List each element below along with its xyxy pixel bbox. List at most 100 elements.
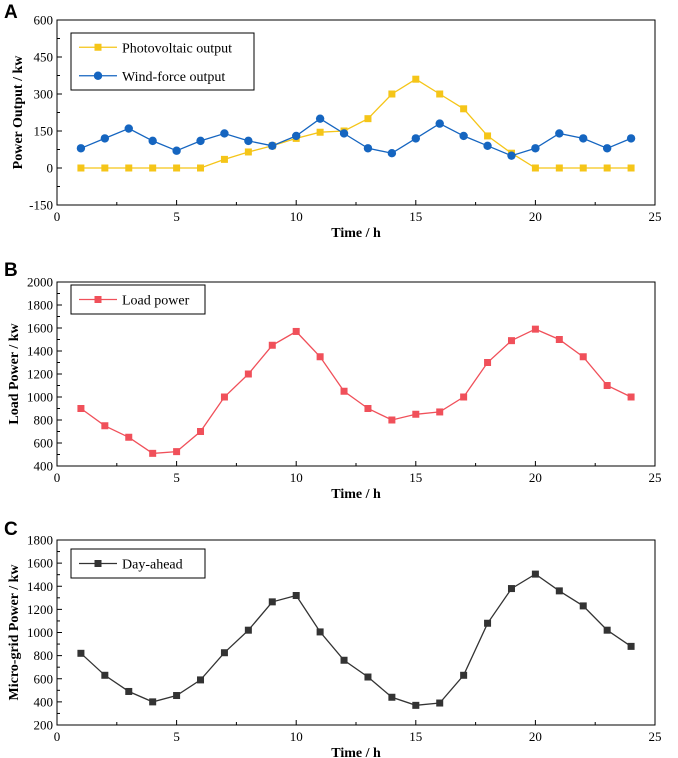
x-tick-label: 0 [54, 470, 61, 485]
y-tick-label: 200 [34, 718, 54, 733]
y-tick-label: -150 [29, 198, 53, 213]
y-tick-label: 2000 [27, 275, 53, 290]
legend-marker [93, 71, 103, 80]
data-point [125, 433, 133, 441]
x-tick-label: 10 [290, 470, 303, 485]
data-point [125, 687, 133, 695]
data-point [315, 114, 325, 123]
data-point [125, 164, 133, 172]
data-point [268, 341, 276, 349]
data-point [292, 131, 301, 141]
data-point [603, 626, 611, 634]
y-tick-label: 400 [34, 459, 54, 474]
y-tick-label: 1000 [27, 390, 53, 405]
data-point [220, 129, 229, 138]
y-tick-label: 1600 [27, 321, 53, 336]
data-point [220, 649, 228, 657]
data-point [173, 164, 181, 172]
data-point [196, 136, 205, 146]
data-point [531, 164, 539, 172]
data-point [436, 408, 444, 416]
data-point [149, 164, 157, 172]
data-point [149, 449, 157, 457]
data-point [459, 131, 468, 141]
data-point [388, 90, 396, 98]
x-tick-label: 5 [173, 470, 180, 485]
data-point [364, 673, 372, 681]
x-axis-title: Time / h [331, 226, 381, 241]
data-point [436, 699, 444, 707]
data-point [101, 671, 109, 679]
legend-label: Photovoltaic output [122, 41, 232, 56]
data-point [531, 325, 539, 333]
data-point [316, 353, 324, 361]
x-axis-title: Time / h [331, 746, 381, 758]
legend-marker [94, 43, 102, 51]
y-tick-label: 1800 [27, 298, 53, 313]
legend-box [70, 32, 255, 91]
data-point [363, 144, 373, 153]
data-point [579, 164, 587, 172]
data-point [124, 124, 133, 133]
data-point [149, 698, 157, 706]
data-point [531, 144, 540, 153]
data-point [555, 129, 564, 138]
data-point [148, 136, 157, 146]
data-point [101, 422, 109, 430]
x-tick-label: 5 [173, 209, 180, 224]
data-point [244, 148, 252, 156]
data-point [340, 656, 348, 664]
y-tick-label: 800 [34, 413, 54, 428]
y-axis-title: Load Power / kw [7, 322, 22, 424]
data-point [316, 628, 324, 636]
data-point [603, 382, 611, 389]
data-point [627, 164, 635, 172]
x-tick-label: 15 [409, 209, 422, 224]
y-tick-label: 300 [34, 87, 54, 102]
data-point [364, 405, 372, 412]
y-tick-label: 600 [34, 436, 54, 451]
data-point [77, 164, 85, 172]
data-point [507, 151, 516, 160]
panel-letter: A [4, 2, 18, 23]
x-tick-label: 20 [529, 209, 542, 224]
y-axis-title: Power Output / kw [11, 55, 26, 170]
legend-label: Wind-force output [122, 70, 225, 85]
y-tick-label: 600 [34, 671, 54, 686]
data-point [77, 649, 85, 657]
data-point [197, 676, 205, 684]
x-tick-label: 0 [54, 729, 61, 744]
data-point [244, 626, 252, 634]
data-point [173, 448, 181, 456]
data-point [173, 692, 181, 700]
x-tick-label: 10 [290, 209, 303, 224]
series-line-day-ahead [80, 573, 632, 706]
data-point [101, 164, 109, 172]
data-point [507, 337, 515, 345]
data-point [172, 146, 181, 155]
legend-marker [94, 560, 102, 567]
legend-label: Day-ahead [122, 558, 183, 573]
y-tick-label: 1800 [27, 533, 53, 548]
y-tick-label: 1200 [27, 602, 53, 617]
x-tick-label: 25 [649, 470, 662, 485]
y-tick-label: 400 [34, 694, 54, 709]
data-point [268, 598, 276, 606]
data-point [340, 387, 348, 395]
data-point [77, 405, 85, 412]
data-point [460, 393, 468, 401]
data-point [387, 149, 397, 158]
panel-c: C 0 5 10 15 20 25 200 400 600 800 1000 1200 1400 1600 1… [4, 519, 662, 758]
data-point [436, 90, 444, 98]
y-tick-label: 450 [34, 50, 54, 65]
data-point [484, 132, 492, 140]
data-point [412, 701, 420, 709]
data-point [412, 410, 420, 418]
data-point [483, 141, 492, 150]
data-point [460, 105, 468, 113]
data-point [411, 134, 420, 143]
legend-marker [94, 296, 102, 303]
panel-letter: B [4, 260, 18, 281]
series-line-photovoltaic-output [80, 78, 632, 169]
